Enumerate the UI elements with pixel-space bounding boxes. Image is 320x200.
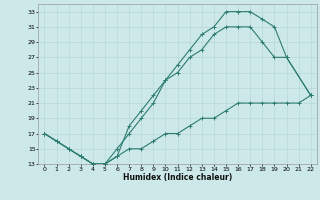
X-axis label: Humidex (Indice chaleur): Humidex (Indice chaleur) [123, 173, 232, 182]
